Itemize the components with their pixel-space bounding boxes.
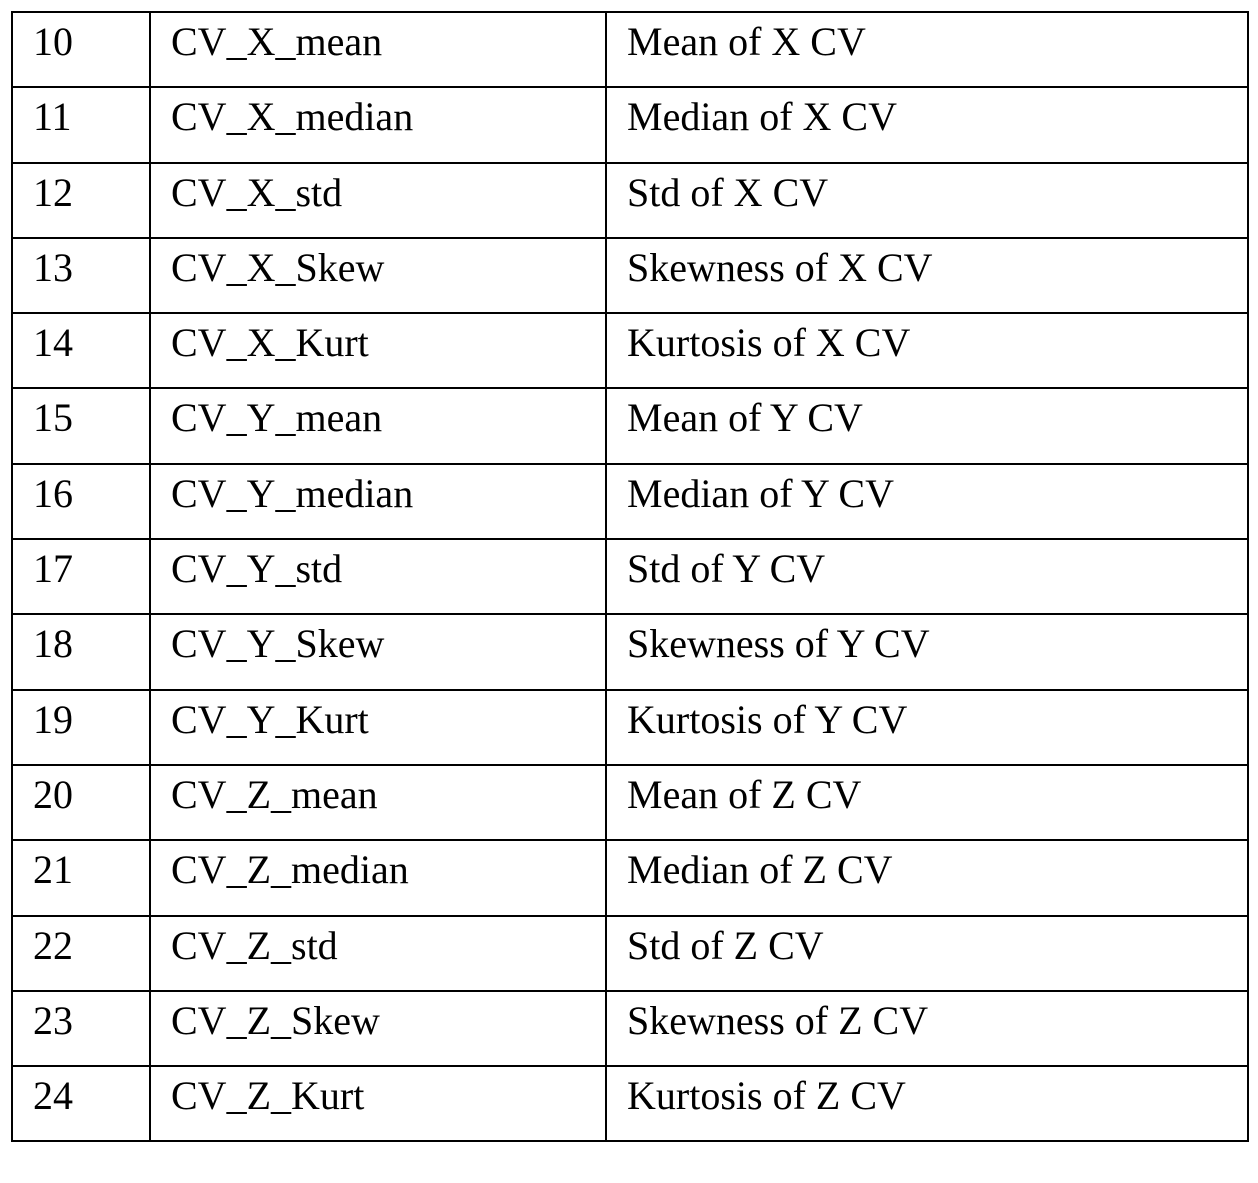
feature-description-cell: Mean of Z CV <box>605 763 1249 842</box>
feature-description-cell: Median of Y CV <box>605 462 1249 541</box>
table-row: 16 CV_Y_median Median of Y CV <box>11 462 1249 541</box>
feature-name-cell: CV_Z_Skew <box>149 989 607 1068</box>
table-row: 24 CV_Z_Kurt Kurtosis of Z CV <box>11 1065 1249 1143</box>
feature-name-cell: CV_X_median <box>149 86 607 164</box>
table-row: 12 CV_X_std Std of X CV <box>11 161 1249 239</box>
feature-name-cell: CV_Y_Kurt <box>149 688 607 766</box>
row-number-cell: 19 <box>11 688 151 766</box>
table-row: 21 CV_Z_median Median of Z CV <box>11 839 1249 917</box>
table-row: 13 CV_X_Skew Skewness of X CV <box>11 236 1249 315</box>
feature-description-cell: Skewness of X CV <box>605 236 1249 315</box>
row-number-cell: 20 <box>11 763 151 842</box>
feature-table-container: 10 CV_X_mean Mean of X CV 11 CV_X_median… <box>11 10 1249 1143</box>
table-row: 17 CV_Y_std Std of Y CV <box>11 538 1249 616</box>
table-row: 10 CV_X_mean Mean of X CV <box>11 10 1249 89</box>
feature-description-cell: Kurtosis of X CV <box>605 312 1249 390</box>
row-number-cell: 22 <box>11 914 151 992</box>
table-row: 23 CV_Z_Skew Skewness of Z CV <box>11 989 1249 1068</box>
row-number-cell: 14 <box>11 312 151 390</box>
feature-name-cell: CV_X_mean <box>149 10 607 89</box>
feature-description-cell: Skewness of Z CV <box>605 989 1249 1068</box>
row-number-cell: 24 <box>11 1065 151 1143</box>
row-number-cell: 13 <box>11 236 151 315</box>
feature-name-cell: CV_X_Kurt <box>149 312 607 390</box>
feature-name-cell: CV_Y_median <box>149 462 607 541</box>
feature-description-cell: Median of Z CV <box>605 839 1249 917</box>
feature-description-cell: Std of X CV <box>605 161 1249 239</box>
feature-description-cell: Std of Z CV <box>605 914 1249 992</box>
table-row: 22 CV_Z_std Std of Z CV <box>11 914 1249 992</box>
feature-name-cell: CV_Y_std <box>149 538 607 616</box>
feature-name-cell: CV_X_std <box>149 161 607 239</box>
row-number-cell: 21 <box>11 839 151 917</box>
row-number-cell: 10 <box>11 10 151 89</box>
table-row: 14 CV_X_Kurt Kurtosis of X CV <box>11 312 1249 390</box>
feature-description-cell: Mean of Y CV <box>605 387 1249 465</box>
row-number-cell: 18 <box>11 613 151 691</box>
feature-description-cell: Kurtosis of Y CV <box>605 688 1249 766</box>
feature-description-cell: Skewness of Y CV <box>605 613 1249 691</box>
feature-table-body: 10 CV_X_mean Mean of X CV 11 CV_X_median… <box>11 10 1249 1143</box>
table-row: 11 CV_X_median Median of X CV <box>11 86 1249 164</box>
feature-name-cell: CV_Y_mean <box>149 387 607 465</box>
row-number-cell: 15 <box>11 387 151 465</box>
feature-name-cell: CV_Z_median <box>149 839 607 917</box>
feature-name-cell: CV_Z_std <box>149 914 607 992</box>
feature-description-cell: Std of Y CV <box>605 538 1249 616</box>
feature-description-cell: Mean of X CV <box>605 10 1249 89</box>
feature-name-cell: CV_Z_Kurt <box>149 1065 607 1143</box>
feature-description-cell: Median of X CV <box>605 86 1249 164</box>
row-number-cell: 16 <box>11 462 151 541</box>
feature-table: 10 CV_X_mean Mean of X CV 11 CV_X_median… <box>11 10 1249 1143</box>
feature-name-cell: CV_Y_Skew <box>149 613 607 691</box>
table-row: 15 CV_Y_mean Mean of Y CV <box>11 387 1249 465</box>
feature-name-cell: CV_X_Skew <box>149 236 607 315</box>
row-number-cell: 12 <box>11 161 151 239</box>
table-row: 20 CV_Z_mean Mean of Z CV <box>11 763 1249 842</box>
row-number-cell: 11 <box>11 86 151 164</box>
table-row: 19 CV_Y_Kurt Kurtosis of Y CV <box>11 688 1249 766</box>
table-row: 18 CV_Y_Skew Skewness of Y CV <box>11 613 1249 691</box>
feature-description-cell: Kurtosis of Z CV <box>605 1065 1249 1143</box>
row-number-cell: 23 <box>11 989 151 1068</box>
row-number-cell: 17 <box>11 538 151 616</box>
feature-name-cell: CV_Z_mean <box>149 763 607 842</box>
